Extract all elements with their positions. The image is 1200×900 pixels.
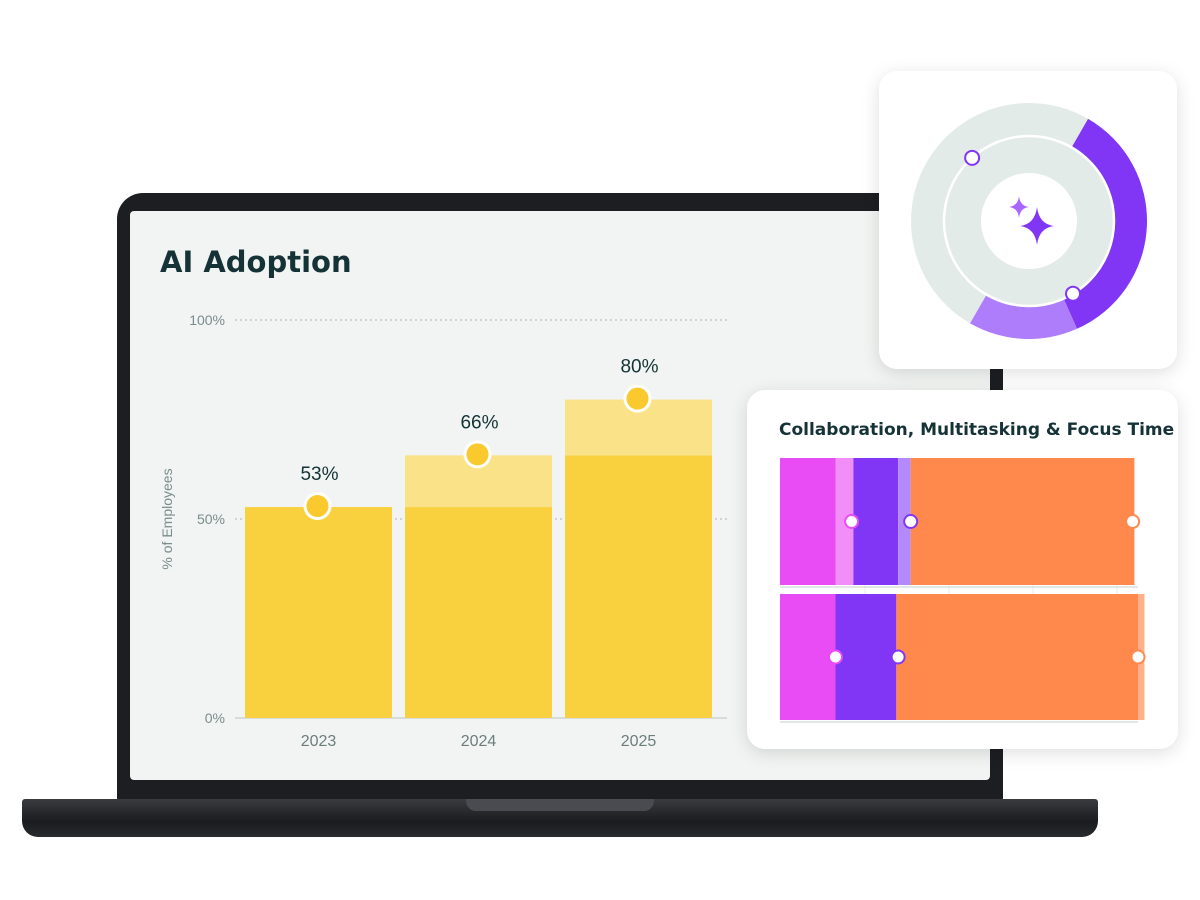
bar-segment	[835, 594, 897, 720]
data-marker	[466, 443, 489, 466]
donut-card	[879, 71, 1177, 369]
bar-segment	[910, 458, 1135, 585]
sparkle-icon	[1009, 196, 1054, 245]
card-connector	[991, 365, 1001, 395]
y-axis-label: % of Employees	[159, 468, 175, 569]
y-tick-label: 100%	[189, 312, 225, 328]
data-label: 66%	[460, 412, 498, 433]
donut-ring-line	[942, 134, 1116, 308]
donut-chart	[911, 102, 1147, 339]
sparkle-small	[1009, 196, 1029, 218]
bar-marker	[890, 649, 906, 665]
sparkle-large	[1020, 207, 1054, 245]
bar-marker	[1125, 514, 1141, 529]
y-tick-label: 50%	[197, 511, 225, 527]
bar-marker	[827, 649, 843, 665]
bar-marker	[1130, 649, 1146, 665]
stacked-bars-title: Collaboration, Multitasking & Focus Time	[779, 420, 1175, 440]
y-tick-label: 0%	[205, 710, 225, 726]
donut-center	[981, 173, 1077, 269]
data-label: 80%	[620, 357, 658, 378]
data-label: 53%	[300, 464, 338, 485]
donut-slice	[911, 102, 1088, 324]
stacked-bars-card: Collaboration, Multitasking & Focus Time	[747, 390, 1178, 749]
x-tick-label: 2025	[621, 733, 657, 750]
bar-marker	[903, 514, 919, 529]
donut-marker	[1065, 285, 1082, 302]
page-title: AI Adoption	[160, 245, 352, 279]
bar	[245, 507, 392, 718]
adoption-bar-chart: % of Employees 0% 50% 100% 53% 2023 66% 2024 80%…	[159, 312, 727, 750]
donut-marker	[964, 149, 981, 166]
bar-segment	[780, 458, 836, 585]
stacked-bars-chart	[780, 458, 1146, 723]
bar-base	[405, 507, 552, 718]
donut-slice	[970, 294, 1077, 339]
laptop-notch	[466, 799, 654, 811]
data-marker	[626, 387, 649, 410]
x-tick-label: 2024	[461, 733, 497, 750]
bar-segment	[853, 458, 899, 585]
bar-segment	[896, 594, 1138, 720]
bar-marker	[844, 514, 860, 529]
data-marker	[306, 495, 329, 518]
bar-segment	[780, 594, 836, 720]
donut-slice	[1063, 118, 1147, 329]
bar-base	[565, 455, 712, 718]
x-tick-label: 2023	[301, 733, 337, 750]
